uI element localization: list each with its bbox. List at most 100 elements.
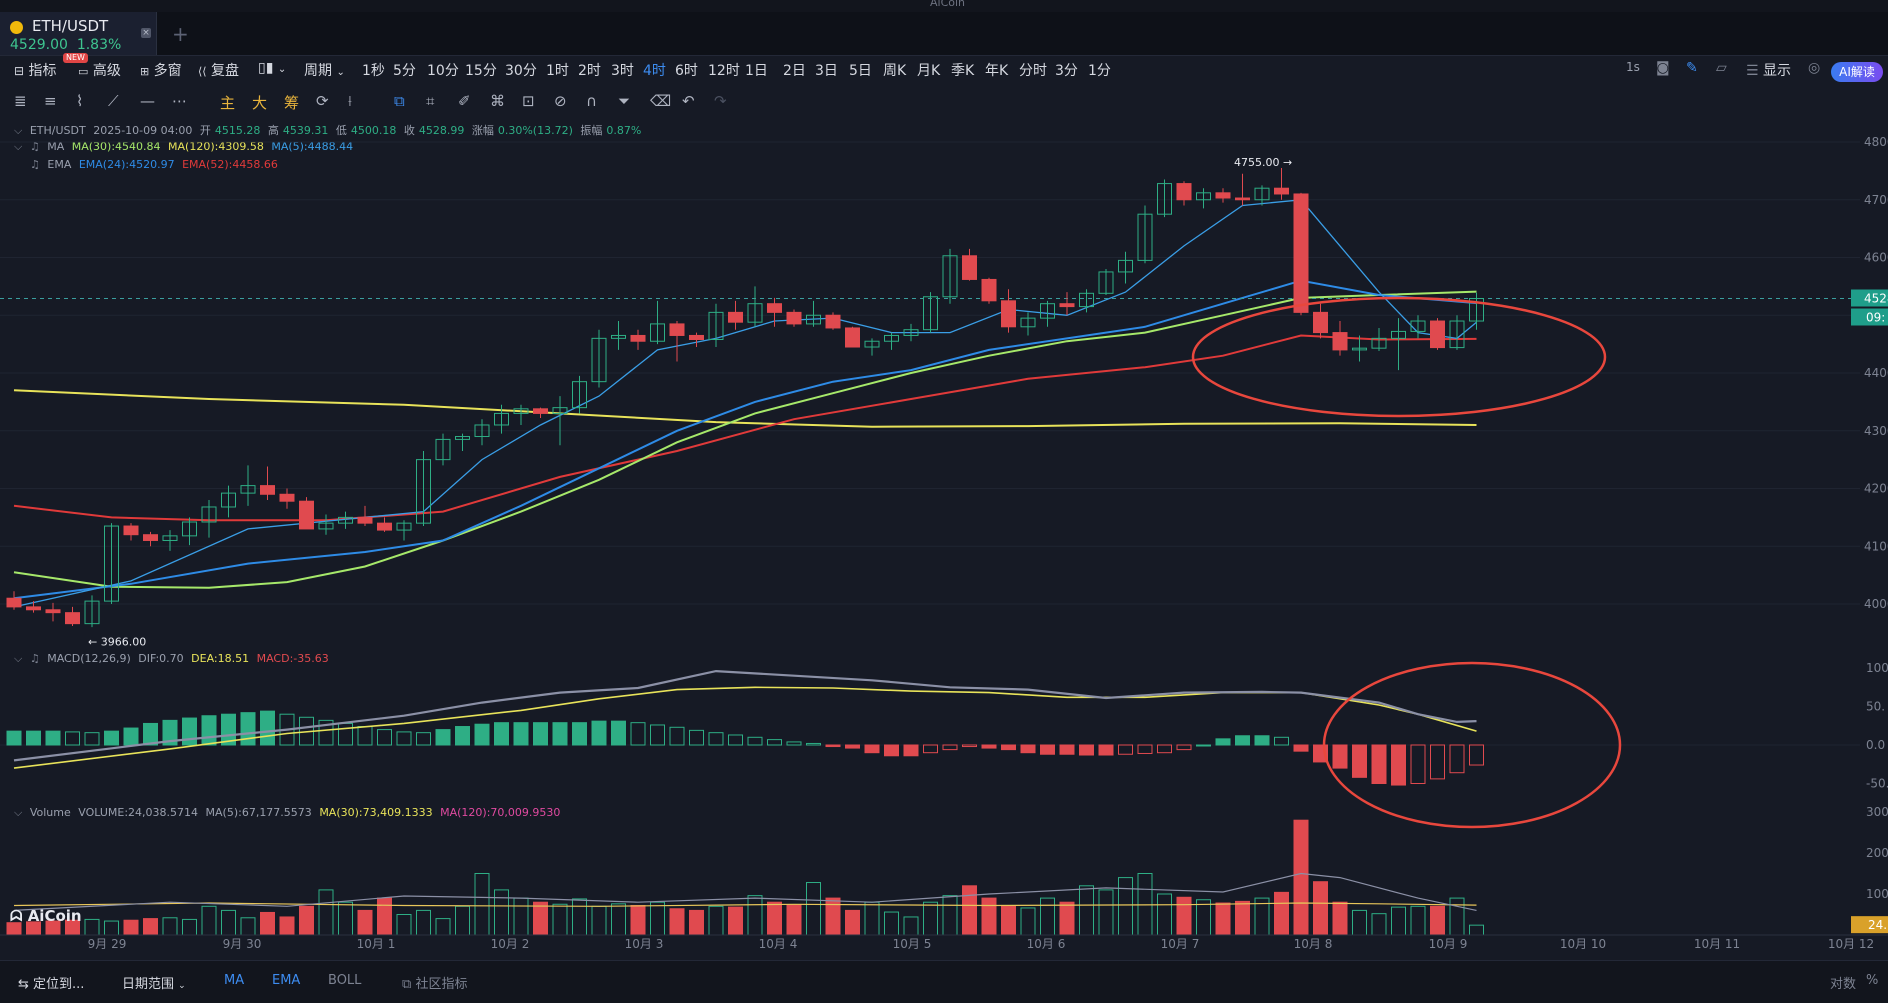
pen-icon[interactable]: ✎ [1686, 60, 1698, 76]
more-icon[interactable]: ⋯ [172, 92, 187, 110]
volume-bar [611, 903, 626, 936]
period-3[interactable]: 15分 [465, 63, 497, 79]
macd-bar [1137, 744, 1153, 754]
layout-icon[interactable]: ▱ [1716, 60, 1727, 76]
pattern-icon[interactable]: ⌘ [490, 92, 505, 110]
volume-bar [357, 909, 373, 936]
volume-bar [1293, 819, 1309, 936]
candle-body [1352, 347, 1367, 351]
macd-bar [474, 723, 490, 746]
candle-body [1176, 183, 1192, 201]
period-4[interactable]: 30分 [505, 63, 537, 79]
measure-icon[interactable]: ⟊ [348, 92, 352, 110]
undo-icon[interactable]: ↶ [682, 92, 695, 110]
period-2[interactable]: 10分 [427, 63, 459, 79]
period-14[interactable]: 5日 [849, 63, 872, 79]
cycle-icon[interactable]: ⟳ [316, 92, 329, 110]
magnet-icon[interactable]: ∩ [586, 92, 597, 110]
period-6[interactable]: 2时 [578, 63, 601, 79]
period-15[interactable]: 周K [883, 63, 907, 79]
settings-icon[interactable]: ◎ [1808, 60, 1821, 76]
filter-icon[interactable]: ⏷ [618, 92, 631, 110]
indicator-button[interactable]: ⊟ 指标 [14, 63, 57, 79]
locate-button[interactable]: ⇆ 定位到... [18, 977, 85, 992]
ma-toggle[interactable]: MA [224, 973, 245, 988]
period-12[interactable]: 2日 [783, 63, 806, 79]
candle-body [435, 438, 451, 461]
lines-icon[interactable]: ≣ [14, 92, 27, 110]
date-range-button[interactable]: 日期范围 ⌄ [122, 977, 186, 992]
macd-bar [1254, 735, 1270, 746]
candle-body [143, 534, 158, 541]
volume-bar [474, 873, 490, 936]
interval-label[interactable]: 1s [1626, 60, 1640, 74]
period-16[interactable]: 月K [917, 63, 941, 79]
ema-toggle[interactable]: EMA [272, 973, 301, 988]
trend-line-icon[interactable]: ⟋ [108, 92, 119, 110]
period-5[interactable]: 1时 [546, 63, 569, 79]
main-label[interactable]: 主 [220, 94, 236, 112]
boll-toggle[interactable]: BOLL [328, 973, 362, 988]
candle-body [1059, 303, 1075, 308]
volume-bar [572, 898, 587, 936]
delete-icon[interactable]: ⌫ [650, 92, 672, 110]
period-7[interactable]: 3时 [611, 63, 634, 79]
parallel-icon[interactable]: ≡ [44, 92, 57, 110]
bar-chart-icon: ▯▮ [258, 60, 274, 76]
tab-pair: ETH/USDT [32, 17, 109, 35]
community-indicator-button[interactable]: ⧉ 社区指标 [402, 977, 468, 992]
add-tab-button[interactable]: + [172, 22, 189, 46]
period-9[interactable]: 6时 [675, 63, 698, 79]
percent-scale-toggle[interactable]: % [1866, 973, 1879, 988]
time-tick: 10月 2 [491, 937, 530, 951]
period-18[interactable]: 年K [985, 63, 1009, 79]
brush-icon[interactable]: ✐ [458, 92, 471, 110]
chart-type-button[interactable]: ▯▮ ⌄ [258, 60, 286, 76]
camera-icon[interactable]: ◙ [1656, 60, 1670, 76]
wave-icon[interactable]: ⌇ [76, 92, 84, 110]
tab-close-icon[interactable]: × [141, 28, 151, 38]
candle-body [533, 408, 548, 414]
redo-icon[interactable]: ↷ [714, 92, 727, 110]
volume-bar [318, 889, 334, 936]
candle-body [1001, 300, 1016, 328]
horizontal-line-icon[interactable]: — [140, 92, 155, 110]
ruler-icon[interactable]: ⌗ [426, 92, 435, 110]
period-17[interactable]: 季K [951, 63, 975, 79]
chart-canvas[interactable]: 100 50. 0.0 -50. 300. 200. 100. 24. 4800 4700 46… [0, 115, 1888, 960]
candle-body [455, 436, 470, 440]
volume-bar [767, 901, 782, 936]
advanced-button[interactable]: NEW ▭ 高级 [63, 53, 121, 80]
period-13[interactable]: 3日 [815, 63, 838, 79]
display-button[interactable]: ☰ 显示 [1746, 63, 1792, 79]
volume-bar [923, 901, 938, 936]
period-11[interactable]: 1日 [745, 63, 768, 79]
replay-button[interactable]: ⟨⟨ 复盘 [198, 63, 240, 79]
multi-window-button[interactable]: ⊞ 多窗 [140, 63, 182, 79]
alert-icon[interactable]: ⊘ [554, 92, 567, 110]
ai-analysis-button[interactable]: AI解读 [1831, 62, 1883, 82]
chips-label[interactable]: 筹 [284, 94, 300, 112]
lock-icon[interactable]: ⊡ [522, 92, 535, 110]
volume-bar [1157, 893, 1172, 936]
period-dropdown[interactable]: 周期 ⌄ [304, 63, 345, 79]
select-icon[interactable]: ⧉ [394, 92, 405, 110]
volume-bar [1118, 877, 1133, 936]
period-8[interactable]: 4时 [643, 63, 666, 79]
candle-body [728, 311, 743, 323]
price-tick: 4800 [1864, 135, 1888, 149]
period-21[interactable]: 1分 [1088, 63, 1111, 79]
log-scale-toggle[interactable]: 对数 [1830, 977, 1857, 992]
macd-bar [1352, 744, 1367, 778]
community-icon: ⧉ [402, 977, 412, 992]
macd-bar [338, 722, 353, 746]
price-axis: 4800470046004500440043004200410040004528… [1851, 135, 1888, 611]
period-20[interactable]: 3分 [1055, 63, 1078, 79]
period-1[interactable]: 5分 [393, 63, 416, 79]
period-19[interactable]: 分时 [1019, 63, 1047, 79]
volume-bar [104, 920, 119, 936]
period-0[interactable]: 1秒 [362, 63, 385, 79]
tab-eth-usdt[interactable]: ETH/USDT 4529.00 1.83% × [0, 12, 157, 55]
large-label[interactable]: 大 [252, 94, 268, 112]
period-10[interactable]: 12时 [708, 63, 740, 79]
